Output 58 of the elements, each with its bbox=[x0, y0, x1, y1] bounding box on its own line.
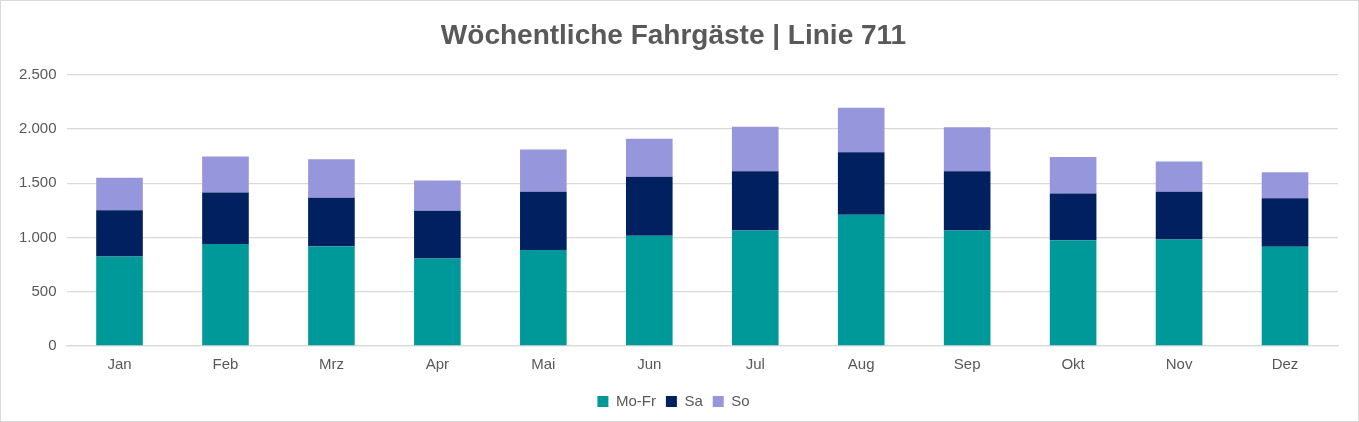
y-tick-label: 0 bbox=[48, 336, 57, 354]
y-tick-label: 2.500 bbox=[18, 64, 57, 82]
x-tick-label: Apr bbox=[425, 355, 450, 373]
chart-title: Wöchentliche Fahrgäste | Linie 711 bbox=[440, 18, 907, 50]
x-tick-label: Feb bbox=[212, 355, 239, 373]
bar bbox=[731, 171, 779, 231]
legend-label: So bbox=[731, 391, 750, 409]
bar bbox=[943, 127, 991, 172]
bar bbox=[731, 230, 779, 346]
bar bbox=[943, 171, 991, 231]
bar bbox=[837, 152, 885, 215]
bar bbox=[731, 126, 779, 172]
x-tick-label: Mai bbox=[531, 355, 556, 373]
y-tick-label: 500 bbox=[31, 281, 57, 299]
bar bbox=[1049, 157, 1097, 194]
bar bbox=[308, 246, 355, 346]
bar bbox=[520, 191, 567, 250]
bar bbox=[202, 243, 249, 346]
bar bbox=[520, 149, 567, 192]
bar bbox=[1261, 172, 1309, 199]
bar bbox=[1261, 198, 1309, 247]
x-tick-label: Okt bbox=[1061, 355, 1086, 373]
bar bbox=[308, 159, 355, 198]
legend-label: Sa bbox=[684, 391, 704, 409]
x-tick-label: Nov bbox=[1165, 355, 1193, 373]
x-tick-label: Sep bbox=[953, 355, 981, 373]
bar bbox=[202, 192, 249, 244]
y-tick-label: 1.500 bbox=[18, 173, 57, 191]
x-tick-label: Jan bbox=[107, 355, 132, 373]
bar bbox=[520, 249, 567, 346]
x-tick-label: Mrz bbox=[318, 355, 344, 373]
bar bbox=[837, 214, 885, 346]
bar bbox=[414, 180, 461, 211]
bar bbox=[414, 210, 461, 259]
bar bbox=[202, 156, 249, 193]
y-tick-label: 1.000 bbox=[18, 227, 57, 245]
bar bbox=[1049, 193, 1097, 241]
bar bbox=[1049, 240, 1097, 346]
bar bbox=[96, 256, 143, 346]
bar bbox=[943, 230, 991, 346]
bar bbox=[96, 210, 143, 257]
x-tick-label: Aug bbox=[847, 355, 875, 373]
bar bbox=[625, 176, 673, 236]
bar bbox=[837, 107, 885, 153]
legend-label: Mo-Fr bbox=[615, 391, 656, 409]
x-tick-label: Dez bbox=[1271, 355, 1299, 373]
bar bbox=[1261, 246, 1309, 346]
bar bbox=[96, 177, 143, 211]
x-tick-label: Jun bbox=[637, 355, 662, 373]
bar bbox=[308, 197, 355, 247]
y-tick-label: 2.000 bbox=[18, 119, 57, 137]
bar bbox=[625, 235, 673, 346]
bar bbox=[1155, 191, 1203, 240]
bar bbox=[1155, 239, 1203, 346]
bar bbox=[1155, 161, 1203, 192]
x-tick-label: Jul bbox=[745, 355, 765, 373]
bar bbox=[414, 258, 461, 346]
bar bbox=[625, 138, 673, 177]
